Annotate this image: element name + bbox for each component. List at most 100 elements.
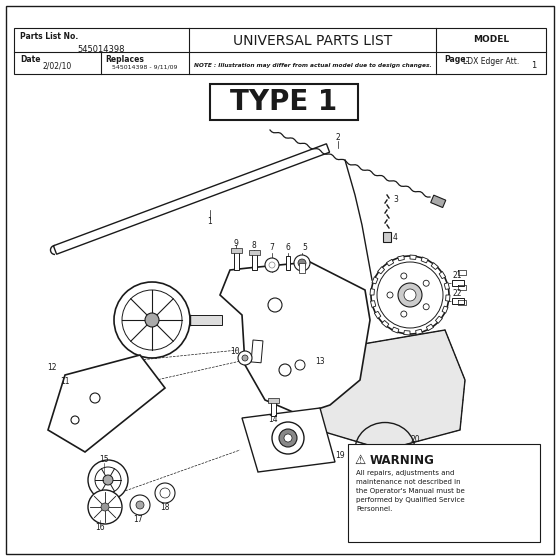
Circle shape	[423, 304, 429, 310]
Bar	[234, 250, 239, 270]
Polygon shape	[421, 257, 428, 263]
Polygon shape	[404, 330, 410, 335]
Text: 20: 20	[410, 436, 420, 445]
Circle shape	[371, 256, 449, 334]
Text: Date: Date	[20, 55, 40, 64]
Polygon shape	[242, 408, 335, 472]
Bar	[286, 256, 290, 270]
Circle shape	[398, 283, 422, 307]
Polygon shape	[442, 306, 448, 313]
Circle shape	[272, 422, 304, 454]
Circle shape	[269, 262, 275, 268]
Text: 15: 15	[99, 455, 109, 464]
Text: LDX Edger Att.: LDX Edger Att.	[463, 58, 519, 67]
Text: 3: 3	[393, 195, 398, 204]
Polygon shape	[53, 144, 330, 254]
Text: 2/02/10: 2/02/10	[43, 62, 72, 71]
Text: 6: 6	[286, 244, 291, 253]
Polygon shape	[436, 316, 442, 323]
Text: 1: 1	[208, 217, 212, 226]
Text: 22: 22	[452, 290, 462, 298]
Circle shape	[145, 313, 159, 327]
Text: 5: 5	[302, 244, 307, 253]
Text: 19: 19	[335, 450, 344, 460]
Circle shape	[160, 488, 170, 498]
Text: Parts List No.: Parts List No.	[20, 32, 78, 41]
Circle shape	[71, 416, 79, 424]
Circle shape	[401, 311, 407, 317]
Polygon shape	[305, 330, 465, 450]
Text: 17: 17	[133, 516, 143, 525]
Text: 4: 4	[393, 234, 398, 242]
Circle shape	[114, 282, 190, 358]
Polygon shape	[372, 277, 378, 284]
Polygon shape	[426, 324, 433, 330]
Circle shape	[88, 490, 122, 524]
Circle shape	[423, 280, 429, 286]
Text: Replaces: Replaces	[105, 55, 144, 64]
Text: UNIVERSAL PARTS LIST: UNIVERSAL PARTS LIST	[233, 34, 392, 48]
Bar	[452, 280, 464, 286]
Circle shape	[295, 360, 305, 370]
Circle shape	[298, 259, 306, 267]
Bar	[251, 340, 263, 363]
Bar	[231, 248, 242, 253]
Circle shape	[238, 351, 252, 365]
Text: All repairs, adjustments and
maintenance not described in
the Operator's Manual : All repairs, adjustments and maintenance…	[356, 470, 465, 512]
Text: 1: 1	[531, 62, 536, 71]
Bar	[271, 400, 276, 416]
Circle shape	[88, 460, 128, 500]
Text: 545014398: 545014398	[77, 44, 125, 54]
Bar	[14, 28, 546, 74]
Circle shape	[90, 393, 100, 403]
Text: 10: 10	[230, 348, 240, 357]
Text: WARNING: WARNING	[370, 454, 435, 466]
Bar	[190, 315, 222, 325]
Polygon shape	[371, 301, 376, 307]
Text: 12: 12	[47, 363, 57, 372]
Circle shape	[242, 355, 248, 361]
Polygon shape	[444, 283, 450, 290]
Polygon shape	[370, 289, 375, 295]
Text: ⚠: ⚠	[354, 454, 366, 466]
Polygon shape	[392, 327, 399, 333]
Circle shape	[401, 273, 407, 279]
Text: 2: 2	[335, 133, 340, 142]
Polygon shape	[410, 255, 416, 259]
Polygon shape	[377, 267, 385, 274]
Circle shape	[279, 429, 297, 447]
Polygon shape	[382, 320, 389, 328]
Text: 8: 8	[251, 240, 256, 250]
Text: 11: 11	[60, 377, 70, 386]
Circle shape	[294, 255, 310, 271]
Text: 9: 9	[234, 239, 239, 248]
Text: 18: 18	[160, 502, 170, 511]
Circle shape	[404, 289, 416, 301]
Bar	[268, 398, 279, 403]
Polygon shape	[220, 262, 370, 415]
Bar	[383, 232, 391, 242]
Circle shape	[130, 495, 150, 515]
Circle shape	[155, 483, 175, 503]
Bar	[299, 263, 305, 273]
Circle shape	[279, 364, 291, 376]
Polygon shape	[431, 195, 446, 208]
Text: 21: 21	[452, 272, 462, 281]
Circle shape	[101, 503, 109, 511]
Polygon shape	[48, 355, 165, 452]
Polygon shape	[446, 295, 450, 301]
Bar	[210, 84, 358, 120]
Text: MODEL: MODEL	[473, 35, 509, 44]
Text: Page:: Page:	[444, 55, 469, 64]
Bar	[348, 444, 540, 542]
Text: 13: 13	[315, 357, 325, 366]
Text: 14: 14	[268, 416, 278, 424]
Polygon shape	[439, 272, 446, 279]
Circle shape	[387, 292, 393, 298]
Text: NOTE : Illustration may differ from actual model due to design changes.: NOTE : Illustration may differ from actu…	[194, 63, 431, 68]
Text: TYPE 1: TYPE 1	[230, 88, 338, 116]
Polygon shape	[374, 311, 381, 319]
Bar	[452, 298, 464, 304]
Circle shape	[136, 501, 144, 509]
Text: 16: 16	[95, 524, 105, 533]
